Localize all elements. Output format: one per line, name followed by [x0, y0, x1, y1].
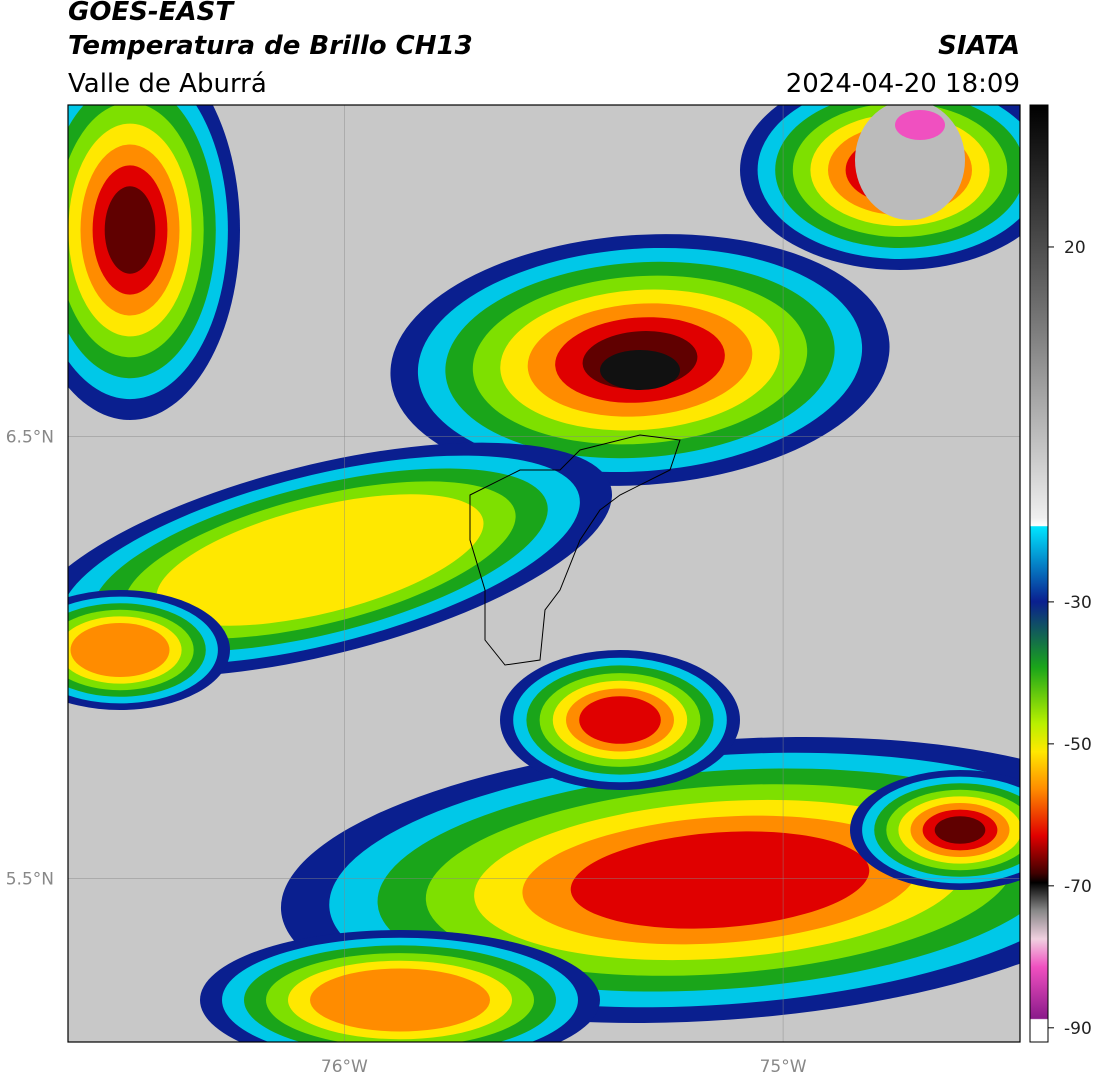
lat-tick-label: 5.5°N: [6, 869, 54, 889]
cloud-layer: [579, 696, 661, 744]
subtitle: Temperatura de Brillo CH13: [68, 31, 473, 61]
cloud-layer: [104, 186, 156, 274]
map-frame: [67, 104, 1021, 1043]
cloud-core: [895, 110, 945, 140]
cloud-layer: [570, 831, 870, 929]
region: Valle de Aburrá: [68, 69, 267, 99]
lon-tick-label: 75°W: [760, 1057, 807, 1077]
cloud-layer: [70, 623, 170, 677]
map-imagery: [68, 105, 1020, 1042]
cloud-layer: [934, 816, 986, 844]
colorbar-tick-label: 20: [1064, 238, 1086, 258]
datetime: 2024-04-20 18:09: [786, 69, 1020, 99]
region-outline: [469, 434, 681, 666]
colorbar-tick-label: -50: [1064, 735, 1092, 755]
title: GOES-EAST: [68, 0, 235, 27]
colorbar: [1029, 104, 1049, 1043]
lon-tick-label: 76°W: [321, 1057, 368, 1077]
source: SIATA: [938, 31, 1020, 61]
cloud-core: [600, 350, 680, 390]
cloud-layer: [156, 494, 484, 626]
cloud-layer: [310, 968, 490, 1032]
colorbar-tick-label: -30: [1064, 593, 1092, 613]
colorbar-tick-label: -70: [1064, 877, 1092, 897]
colorbar-tick-label: -90: [1064, 1019, 1092, 1039]
lat-tick-label: 6.5°N: [6, 427, 54, 447]
